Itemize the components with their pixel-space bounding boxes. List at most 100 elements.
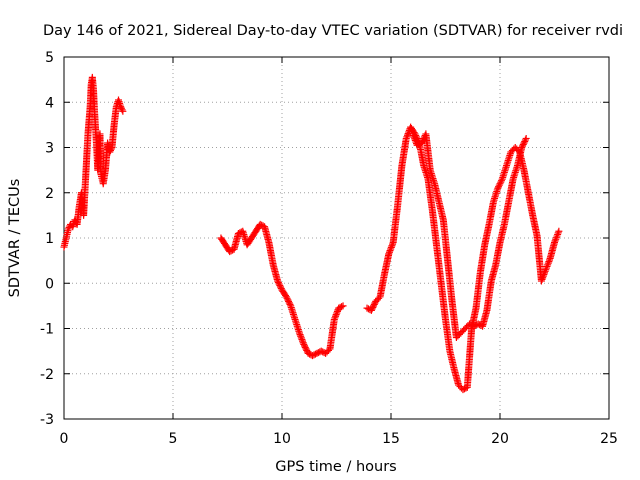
data-point-fill — [285, 299, 293, 307]
data-point-fill — [276, 282, 284, 290]
data-point-fill — [331, 314, 339, 322]
data-point-fill — [370, 302, 378, 310]
data-point-fill — [497, 178, 505, 186]
data-point-fill — [542, 264, 550, 272]
data-point-fill — [107, 147, 115, 155]
x-tick-label: 5 — [169, 431, 178, 447]
x-tick-labels: 0 5 10 15 20 25 — [60, 431, 618, 447]
data-point-fill — [544, 259, 552, 267]
data-point — [409, 130, 417, 138]
data-point-fill — [496, 180, 504, 188]
data-point-fill — [387, 245, 395, 253]
data-point-fill — [388, 242, 396, 250]
data-point-fill — [385, 248, 393, 256]
data-point-fill — [107, 145, 115, 153]
data-point-fill — [389, 240, 397, 248]
data-point — [330, 315, 338, 323]
data-point-fill — [301, 343, 309, 351]
data-point-fill — [369, 303, 377, 311]
data-point-fill — [519, 140, 527, 148]
data-point-fill — [386, 247, 394, 255]
data-point-fill — [333, 309, 341, 317]
data-point-fill — [538, 275, 546, 283]
data-point-fill — [520, 139, 528, 147]
data-point-fill — [333, 307, 341, 315]
data-point-fill — [544, 261, 552, 269]
data-point — [119, 107, 127, 115]
data-point-fill — [368, 305, 376, 313]
data-point — [367, 306, 375, 314]
data-point-fill — [554, 229, 562, 237]
data-point — [402, 134, 410, 142]
data-point — [274, 277, 282, 285]
data-point-fill — [299, 339, 307, 347]
data-point — [300, 340, 308, 348]
chart-title: Day 146 of 2021, Sidereal Day-to-day VTE… — [43, 23, 623, 39]
data-point — [537, 277, 545, 285]
data-point-fill — [283, 294, 291, 302]
data-point-fill — [552, 234, 560, 242]
x-tick-label: 10 — [273, 431, 291, 447]
data-point-fill — [403, 133, 411, 141]
data-point — [522, 134, 530, 142]
data-point-fill — [539, 274, 547, 282]
data-point — [551, 239, 558, 247]
y-tick-label: 2 — [45, 186, 54, 202]
data-point-fill — [275, 280, 283, 288]
data-point — [64, 225, 72, 233]
data-point — [339, 302, 347, 310]
data-point — [418, 139, 426, 147]
x-axis-label: GPS time / hours — [275, 459, 396, 475]
data-point-fill — [552, 235, 560, 243]
data-point-fill — [541, 267, 549, 275]
data-point-fill — [297, 334, 305, 342]
data-point-fill — [521, 137, 529, 145]
data-point-fill — [338, 303, 346, 311]
data-point-fill — [540, 271, 548, 279]
data-point-fill — [554, 230, 562, 238]
data-point — [282, 293, 290, 301]
data-point-fill — [303, 346, 311, 354]
y-tick-label: 1 — [45, 231, 54, 247]
data-point-fill — [274, 278, 282, 286]
data-point-fill — [495, 183, 503, 191]
data-point-fill — [410, 133, 418, 141]
data-point-fill — [519, 142, 527, 150]
data-point — [295, 329, 303, 337]
y-tick-label: -3 — [40, 412, 54, 428]
data-point — [542, 266, 550, 274]
data-point-fill — [539, 272, 547, 280]
y-tick-label: -2 — [40, 367, 54, 383]
y-tick-label: -1 — [40, 322, 54, 338]
data-point-fill — [65, 223, 73, 231]
data-point-fill — [325, 346, 333, 354]
data-point — [518, 144, 526, 151]
data-point-fill — [497, 177, 505, 185]
data-point-fill — [551, 237, 559, 245]
data-point — [555, 227, 563, 235]
data-point-fill — [296, 331, 304, 339]
data-point-fill — [284, 296, 292, 304]
data-point-fill — [546, 256, 554, 264]
y-tick-labels: -3 -2 -1 0 1 2 3 4 5 — [40, 50, 54, 428]
x-tick-label: 15 — [382, 431, 400, 447]
y-tick-label: 5 — [45, 50, 54, 66]
data-point-fill — [521, 136, 529, 144]
data-point-fill — [118, 106, 126, 114]
data-point-fill — [545, 258, 553, 266]
data-point-fill — [370, 300, 378, 308]
data-point-fill — [495, 181, 503, 189]
data-point-fill — [301, 342, 309, 350]
grid — [64, 57, 609, 419]
y-tick-label: 3 — [45, 141, 54, 157]
data-point-fill — [332, 311, 340, 319]
data-point-fill — [404, 131, 412, 139]
x-tick-label: 0 — [60, 431, 69, 447]
data-point-fill — [411, 136, 419, 144]
data-point-fill — [543, 262, 551, 270]
data-point-fill — [117, 104, 125, 112]
data-point — [494, 184, 502, 192]
data-point-fill — [299, 337, 307, 345]
y-tick-label: 4 — [45, 95, 54, 111]
